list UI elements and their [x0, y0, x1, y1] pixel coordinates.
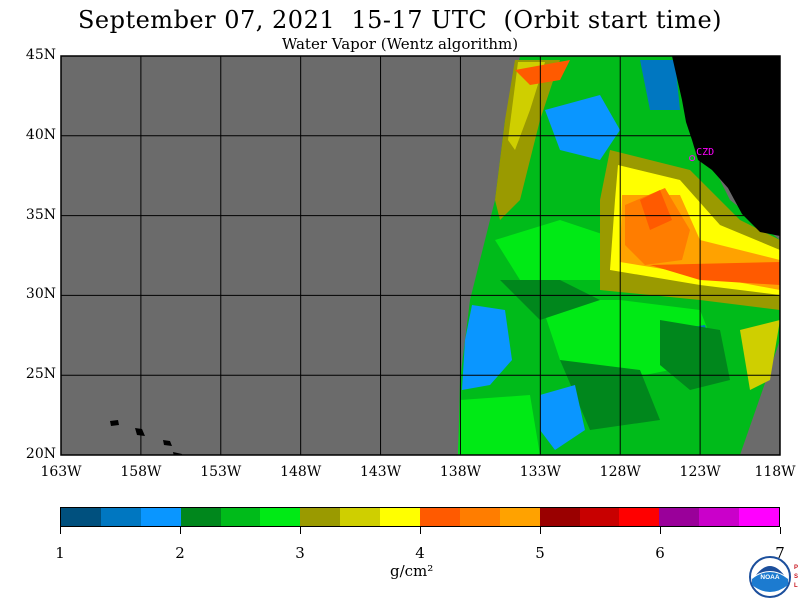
colorbar-swatch — [699, 508, 740, 526]
psl-side-text: P S L — [794, 565, 798, 589]
colorbar-tick-label: 2 — [175, 544, 185, 562]
station-dot — [689, 155, 696, 162]
colorbar-swatch — [619, 508, 660, 526]
south-west-blue — [462, 305, 512, 390]
hawaii-island-1 — [110, 420, 119, 426]
colorbar-tick-label: 7 — [775, 544, 785, 562]
colorbar-tick-mark — [540, 527, 541, 534]
page-subtitle: Water Vapor (Wentz algorithm) — [281, 35, 519, 53]
colorbar-swatch — [340, 508, 381, 526]
core-peak — [640, 190, 672, 230]
colorbar-swatch — [539, 508, 580, 526]
colorbar-swatch — [140, 508, 181, 526]
hawaii-island-3 — [163, 440, 172, 446]
colorbar-swatch — [100, 508, 141, 526]
colorbar-swatch — [260, 508, 301, 526]
longitude-label: 163W — [40, 464, 82, 480]
colorbar-tick-label: 3 — [295, 544, 305, 562]
longitude-label: 128W — [599, 464, 641, 480]
colorbar-tick-mark — [420, 527, 421, 534]
hawaii-island-2 — [135, 428, 145, 436]
colorbar-tick-label: 5 — [535, 544, 545, 562]
latitude-label: 35N — [25, 206, 56, 223]
swath-west-olive — [495, 60, 560, 220]
latitude-label: 45N — [25, 47, 56, 63]
dark-green-band-2 — [560, 360, 660, 430]
longitude-label: 133W — [519, 464, 561, 480]
svg-text:S: S — [794, 574, 798, 580]
station-label: CZD — [696, 147, 714, 158]
colorbar-swatch — [739, 508, 780, 526]
colorbar-swatch — [459, 508, 500, 526]
svg-text:P: P — [794, 565, 798, 571]
colorbar-swatch — [579, 508, 620, 526]
longitude-label: 143W — [359, 464, 402, 480]
land-mass — [110, 56, 780, 455]
colorbar-tick-mark — [300, 527, 301, 534]
bright-green-band-1 — [495, 220, 620, 280]
map-frame — [60, 55, 781, 456]
svg-text:NOAA: NOAA — [760, 574, 779, 581]
page-title: September 07, 2021 15-17 UTC (Orbit star… — [77, 6, 723, 34]
longitude-label: 138W — [439, 464, 481, 480]
svg-text:L: L — [794, 583, 798, 589]
colorbar-tick-label: 4 — [415, 544, 425, 562]
colorbar-tick-mark — [660, 527, 661, 534]
swath-nw-orange — [515, 60, 570, 85]
longitude-label: 153W — [200, 464, 242, 480]
south-dark-green — [660, 320, 730, 390]
latitude-label: 20N — [25, 446, 56, 462]
core-red-orange — [650, 262, 780, 285]
north-right-blue — [640, 60, 680, 110]
colorbar-swatch — [420, 508, 460, 526]
colorbar-tick-label: 1 — [55, 544, 65, 562]
grid-lines — [61, 56, 780, 455]
longitude-label: 148W — [280, 464, 322, 480]
colorbar-units: g/cm² — [390, 562, 434, 580]
colorbar-swatch — [220, 508, 261, 526]
colorbar-swatch — [300, 508, 341, 526]
latitude-label: 25N — [25, 366, 56, 383]
coastal-yellow — [740, 320, 780, 390]
longitude-label: 118W — [754, 464, 796, 480]
colorbar-swatch — [380, 508, 421, 526]
station-marker: CZD — [689, 147, 714, 162]
colorbar-swatch — [659, 508, 700, 526]
colorbar-tick-mark — [780, 527, 781, 534]
north-blue-patch — [545, 95, 620, 160]
south-blue-2 — [540, 385, 585, 450]
colorbar-swatch — [499, 508, 540, 526]
colorbar-tick-mark — [60, 527, 61, 534]
colorbar-tick-label: 6 — [655, 544, 665, 562]
latitude-label: 30N — [25, 286, 56, 303]
longitude-label: 158W — [120, 464, 162, 480]
dark-green-band — [500, 280, 600, 320]
longitude-label: 123W — [679, 464, 721, 480]
noaa-logo: NOAA P S L — [749, 556, 798, 598]
colorbar-swatch — [61, 508, 101, 526]
colorbar-tick-mark — [180, 527, 181, 534]
latitude-label: 40N — [25, 126, 56, 143]
south-bright-green — [458, 395, 540, 455]
colorbar-swatch — [180, 508, 221, 526]
colorbar — [60, 507, 780, 527]
